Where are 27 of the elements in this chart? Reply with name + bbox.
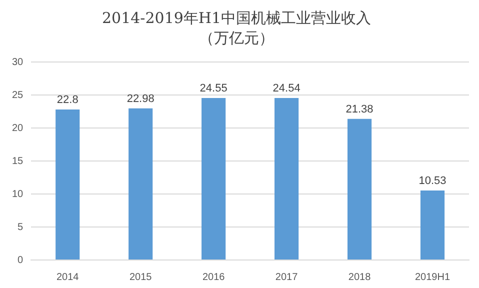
- x-tick-label: 2015: [129, 272, 152, 283]
- data-label: 22.98: [126, 92, 154, 105]
- chart-title: 2014-2019年H1中国机械工业营业收入: [102, 8, 372, 27]
- y-tick-label: 15: [12, 156, 24, 167]
- data-label: 10.53: [418, 175, 446, 188]
- bar: [347, 118, 372, 260]
- x-tick-label: 2017: [275, 272, 298, 283]
- y-tick-label: 30: [12, 56, 24, 68]
- chart-subtitle: （万亿元）: [199, 28, 274, 47]
- x-tick-label: 2016: [202, 272, 226, 283]
- bar: [274, 98, 299, 260]
- y-tick-label: 0: [18, 254, 24, 266]
- data-label: 24.55: [200, 82, 228, 94]
- x-tick-label: 2014: [56, 272, 80, 283]
- y-tick-label: 10: [12, 188, 24, 200]
- x-tick-label: 2019H1: [414, 272, 450, 283]
- bar: [56, 110, 80, 260]
- data-label: 24.54: [272, 82, 300, 95]
- data-label: 22.8: [56, 94, 78, 106]
- y-tick-label: 5: [18, 222, 24, 233]
- bar: [420, 190, 445, 260]
- bar: [128, 108, 153, 260]
- data-label: 21.38: [346, 103, 374, 116]
- bar: [202, 98, 226, 260]
- y-tick-label: 25: [12, 90, 24, 101]
- y-tick-label: 20: [12, 122, 24, 134]
- x-tick-label: 2018: [348, 272, 372, 283]
